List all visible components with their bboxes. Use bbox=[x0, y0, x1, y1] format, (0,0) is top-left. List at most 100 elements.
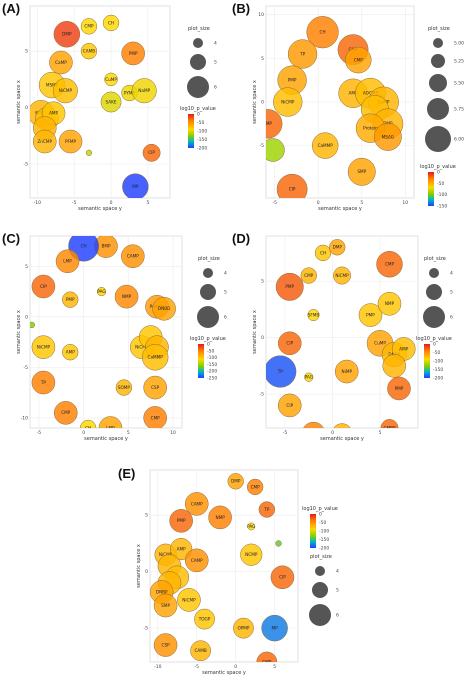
bubble-label: CMP bbox=[151, 415, 161, 420]
panel-label: (E) bbox=[118, 466, 135, 481]
panel-label: (A) bbox=[2, 1, 20, 16]
bubble-label: DNBD bbox=[158, 306, 170, 311]
color-legend-tick: 0 bbox=[207, 342, 210, 348]
bubble-label: OPMP bbox=[237, 626, 249, 631]
bubble bbox=[270, 565, 295, 590]
size-legend-title: plot_size bbox=[198, 256, 220, 262]
bubble-label: CAMB bbox=[83, 49, 95, 54]
bubble bbox=[184, 548, 209, 573]
bubble bbox=[114, 284, 139, 309]
bubble-label: MSMP bbox=[46, 82, 59, 87]
bubble-label: LMP bbox=[106, 425, 115, 430]
bubble-label: CuMP bbox=[374, 341, 386, 346]
bubble-label: MP bbox=[315, 222, 322, 227]
size-legend-value: 5.00 bbox=[454, 41, 464, 47]
bubble bbox=[30, 321, 35, 329]
bubble bbox=[31, 274, 56, 299]
y-tick-label: -5 bbox=[24, 365, 29, 371]
bubble-label: CIP bbox=[286, 403, 293, 408]
bubble-label: CMP bbox=[262, 659, 272, 664]
bubble bbox=[266, 355, 297, 388]
color-legend-tick: 0 bbox=[437, 170, 440, 176]
x-tick-label: 0 bbox=[234, 664, 237, 670]
bubble bbox=[100, 91, 122, 113]
bubble-layer: CH DMP CMP CMP NiCMP PMP SFMB PMP NMP CIP CuMP DNBP… bbox=[266, 239, 416, 428]
bubble bbox=[115, 379, 133, 396]
bubble bbox=[121, 244, 145, 268]
bubble bbox=[143, 375, 167, 400]
bubble bbox=[226, 675, 246, 690]
bubble bbox=[121, 41, 145, 66]
bubble bbox=[58, 129, 83, 154]
x-axis-label: semantic space y bbox=[318, 206, 362, 212]
color-legend-tick: -150 bbox=[197, 137, 207, 143]
bubble-label: PMP bbox=[177, 518, 186, 523]
color-legend-bar bbox=[198, 344, 204, 378]
x-tick-label: -5 bbox=[272, 200, 277, 206]
x-tick-label: -10 bbox=[34, 200, 41, 206]
bubble bbox=[31, 335, 56, 359]
bubble bbox=[62, 291, 79, 308]
bubble bbox=[240, 543, 263, 566]
bubble-label: PAG bbox=[97, 289, 105, 294]
color-legend-tick: -100 bbox=[437, 192, 447, 198]
bubble bbox=[53, 21, 81, 48]
bubble-label: CAMB bbox=[194, 648, 206, 653]
bubble bbox=[334, 359, 359, 384]
bubble-label: SMP bbox=[357, 169, 366, 174]
bubble-label: AMP bbox=[349, 91, 358, 96]
color-legend-bar bbox=[188, 114, 194, 148]
bubble bbox=[261, 614, 288, 642]
bubble-label: CaMMP bbox=[148, 355, 164, 360]
color-legend-tick: -100 bbox=[207, 355, 217, 361]
bubble bbox=[307, 309, 320, 322]
bubble-label: TP bbox=[263, 507, 270, 512]
bubble-label: CMP bbox=[84, 24, 94, 29]
bubble bbox=[227, 473, 244, 490]
bubble-label: NiCMP bbox=[37, 345, 51, 350]
bubble-label: AMP bbox=[49, 111, 58, 116]
bubble bbox=[258, 501, 276, 518]
bubble-label: NMP bbox=[215, 515, 225, 520]
bubble-label: TOGP bbox=[198, 616, 211, 621]
bubble bbox=[246, 478, 264, 496]
bubble bbox=[275, 540, 282, 547]
bubble-label: NiCMP bbox=[159, 552, 173, 557]
size-legend-title: plot_size bbox=[424, 256, 446, 262]
bubble-layer: BMPCHCAMPLMPCIPPMPPAGNMPProteinDNBDNiCMP… bbox=[30, 236, 176, 430]
bubble-label: LMP bbox=[208, 682, 217, 687]
bubble-label: MP bbox=[272, 626, 279, 631]
bubble bbox=[194, 608, 215, 630]
bubble bbox=[277, 393, 302, 418]
bubble bbox=[53, 401, 78, 425]
bubble bbox=[380, 419, 399, 428]
bubble bbox=[300, 267, 317, 284]
bubble bbox=[387, 376, 411, 401]
bubble-label: SMP bbox=[161, 603, 170, 608]
bubble-label: PMP bbox=[285, 284, 294, 289]
size-legend-circle bbox=[425, 126, 451, 152]
size-legend-circle bbox=[427, 98, 449, 120]
bubble-label: NMP bbox=[122, 294, 132, 299]
bubble bbox=[304, 372, 314, 382]
y-axis-label: semantic space x bbox=[252, 310, 258, 354]
bubble-label: TP bbox=[40, 380, 47, 385]
bubble bbox=[49, 50, 73, 75]
bubble bbox=[152, 296, 176, 321]
bubble-label: PMP bbox=[66, 297, 75, 302]
bubble bbox=[55, 249, 80, 274]
bubble bbox=[141, 344, 169, 371]
size-legend-value: 4 bbox=[224, 271, 227, 277]
bubble-label: AOCMP bbox=[363, 91, 379, 96]
bubble bbox=[311, 132, 339, 159]
bubble bbox=[177, 588, 201, 612]
size-legend-circle bbox=[203, 268, 213, 278]
y-tick-label: -5 bbox=[260, 143, 265, 149]
bubble bbox=[275, 272, 304, 301]
bubble-layer: DMP CMP CAMP TP PMP NMP PAG NiCMP AMP CAMP NCMP DNB… bbox=[150, 473, 295, 690]
bubble bbox=[142, 143, 161, 162]
bubble-label: PAG bbox=[305, 375, 313, 380]
bubble bbox=[377, 291, 402, 316]
bubble bbox=[131, 78, 157, 104]
